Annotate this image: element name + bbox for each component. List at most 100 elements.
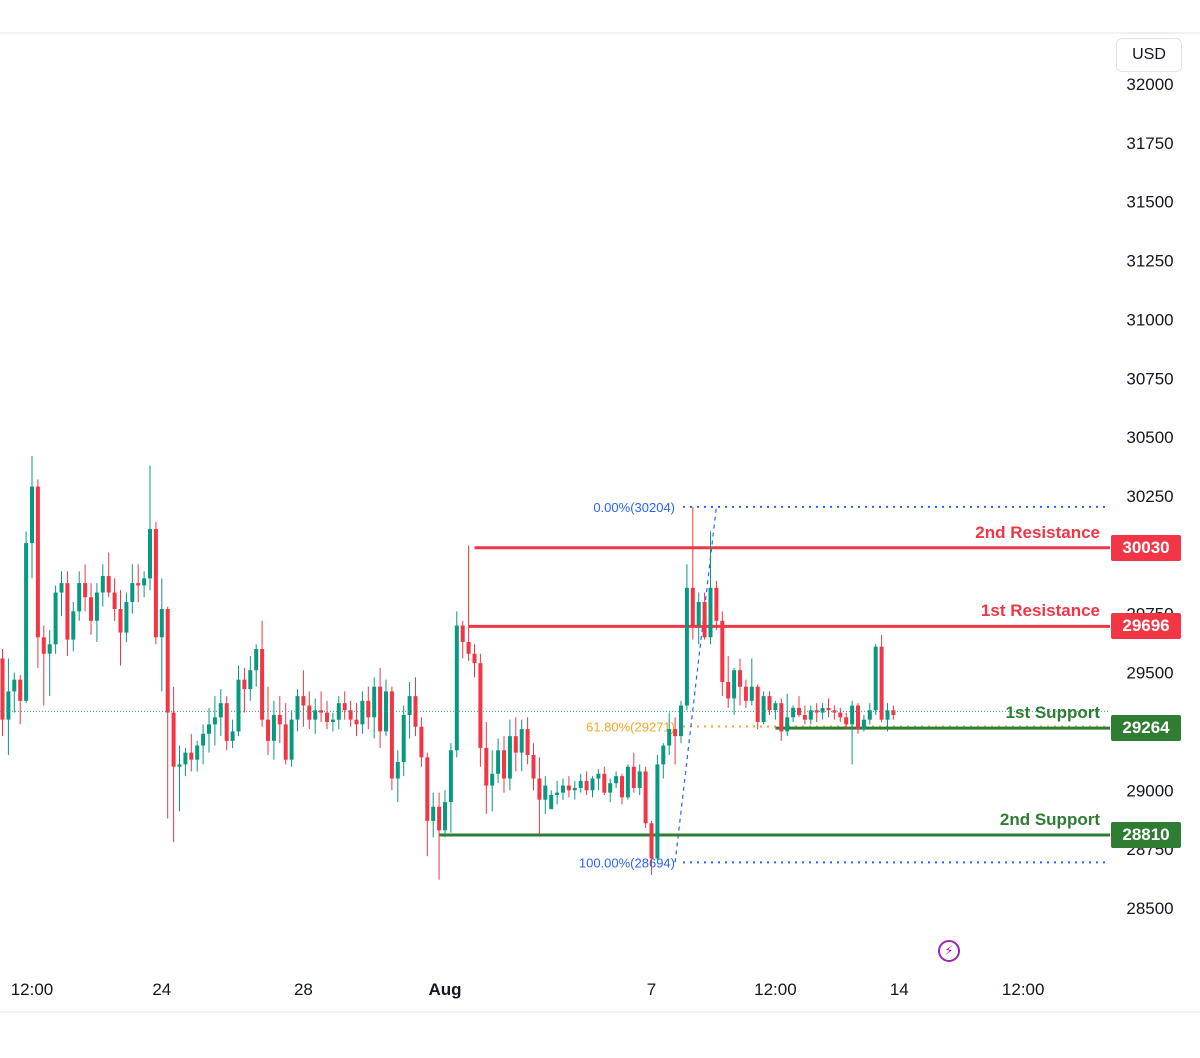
candle-body (856, 705, 860, 730)
candle-body (277, 714, 282, 725)
candle (407, 681, 412, 739)
candle-body (348, 710, 353, 720)
candle-body (850, 705, 855, 725)
price-axis[interactable]: 32000 31750 31500 31250 31000 30750 30500 30250… (1126, 75, 1173, 918)
candle (325, 700, 329, 730)
candle (342, 691, 347, 720)
candle-body (584, 780, 589, 791)
candle (608, 778, 613, 803)
candle (566, 776, 571, 798)
candle (590, 776, 595, 798)
candle-body (738, 670, 742, 687)
candle-body (507, 736, 512, 779)
candle (136, 564, 141, 602)
candle (71, 601, 76, 652)
candle (230, 719, 235, 748)
candle (643, 766, 648, 828)
candle-body (614, 776, 619, 784)
candle (755, 684, 760, 730)
candle (24, 531, 29, 704)
candle-body (673, 729, 678, 737)
candle (277, 696, 282, 744)
candle-body (637, 771, 642, 788)
candle (749, 658, 754, 706)
level-label: 1st Support (1005, 703, 1100, 723)
candle (773, 700, 778, 720)
candle (242, 667, 247, 713)
candle-body (431, 806, 436, 821)
candle (507, 719, 512, 791)
candle (118, 590, 123, 666)
candle-body (437, 806, 442, 831)
candle (307, 691, 312, 730)
candle-body (266, 719, 270, 741)
candle (702, 592, 707, 640)
candle-body (77, 583, 82, 612)
candle (838, 707, 843, 723)
support-resistance-lines[interactable] (439, 546, 1110, 837)
candle-body (861, 719, 866, 730)
currency-selector[interactable]: USD (1116, 38, 1182, 72)
candle-body (218, 703, 223, 718)
level-label: 1st Resistance (980, 601, 1100, 621)
candle (791, 705, 796, 723)
candle-body (289, 719, 294, 760)
candle-body (714, 587, 719, 621)
candle (431, 792, 436, 838)
candle (808, 705, 813, 725)
candle-body (478, 663, 483, 748)
candle-body (236, 679, 241, 732)
candle (826, 698, 831, 718)
candle-body (531, 754, 536, 779)
candle-body (301, 696, 306, 706)
candle (366, 686, 371, 730)
candle (313, 698, 318, 734)
candle (578, 773, 583, 793)
candle-body (183, 752, 188, 765)
price-badge: 29264 (1111, 715, 1181, 742)
candle (743, 679, 748, 708)
candle-body (401, 714, 406, 763)
candle (195, 740, 200, 772)
candle (696, 592, 701, 645)
candle-body (620, 776, 624, 798)
candle (30, 455, 34, 579)
candle-body (484, 747, 489, 786)
fib-trend-line[interactable] (674, 506, 717, 863)
time-axis[interactable]: 12:00 24 28 Aug 7 12:00 14 12:00 (11, 980, 1045, 999)
candle-body (885, 710, 890, 720)
candle-body (124, 601, 129, 633)
candle (856, 703, 860, 734)
candle (348, 700, 353, 727)
candle-body (726, 681, 731, 699)
fibonacci-retracement[interactable]: 0.00%(30204) 61.80%(29271) 100.00%(28694) (579, 500, 1110, 870)
candle (207, 707, 211, 753)
candle-body (490, 773, 495, 786)
candle (584, 771, 589, 795)
candle-body (148, 528, 152, 579)
candle-body (18, 679, 23, 701)
candle (65, 571, 70, 657)
candle (631, 752, 636, 793)
candle-body (684, 587, 689, 706)
candle-body (47, 644, 52, 654)
candle-body (389, 691, 394, 779)
candle (413, 677, 418, 737)
candle-body (212, 717, 217, 725)
candle (224, 696, 229, 751)
candle (6, 658, 11, 755)
lightning-icon[interactable]: ⚡ (938, 940, 960, 962)
candle-body (71, 611, 76, 640)
candle-body (502, 750, 506, 779)
candle-body (891, 710, 896, 715)
candle (41, 625, 46, 706)
candle (885, 703, 890, 732)
candle (496, 738, 501, 784)
candle (53, 585, 58, 654)
candle (419, 717, 424, 767)
candle-body (602, 773, 607, 793)
candle (767, 691, 772, 715)
candle-body (785, 717, 790, 732)
